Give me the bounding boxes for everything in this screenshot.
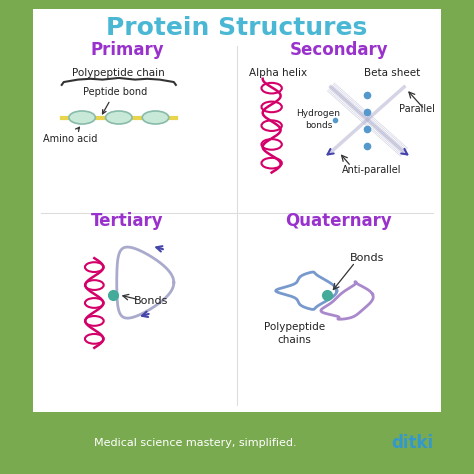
Text: Tertiary: Tertiary xyxy=(91,211,163,229)
FancyBboxPatch shape xyxy=(27,409,447,474)
Text: Medical science mastery, simplified.: Medical science mastery, simplified. xyxy=(94,438,297,448)
Text: Peptide bond: Peptide bond xyxy=(82,87,147,114)
Text: Bonds: Bonds xyxy=(134,296,169,306)
Text: Polypeptide
chains: Polypeptide chains xyxy=(264,322,325,345)
Text: Protein Structures: Protein Structures xyxy=(106,16,368,40)
Text: Primary: Primary xyxy=(90,41,164,59)
Ellipse shape xyxy=(69,111,95,124)
Text: Alpha helix: Alpha helix xyxy=(249,68,307,78)
Text: Bonds: Bonds xyxy=(350,253,384,263)
Text: Beta sheet: Beta sheet xyxy=(364,68,420,78)
FancyBboxPatch shape xyxy=(27,3,447,423)
Text: Anti-parallel: Anti-parallel xyxy=(342,165,401,175)
Ellipse shape xyxy=(106,111,132,124)
Text: Parallel: Parallel xyxy=(399,104,435,114)
Text: Hydrogen
bonds: Hydrogen bonds xyxy=(297,109,340,129)
Ellipse shape xyxy=(142,111,169,124)
Text: Polypeptide chain: Polypeptide chain xyxy=(73,68,165,78)
Text: Secondary: Secondary xyxy=(290,41,388,59)
Text: ditki: ditki xyxy=(391,434,433,452)
Text: Amino acid: Amino acid xyxy=(43,127,97,144)
Text: Quaternary: Quaternary xyxy=(285,211,392,229)
